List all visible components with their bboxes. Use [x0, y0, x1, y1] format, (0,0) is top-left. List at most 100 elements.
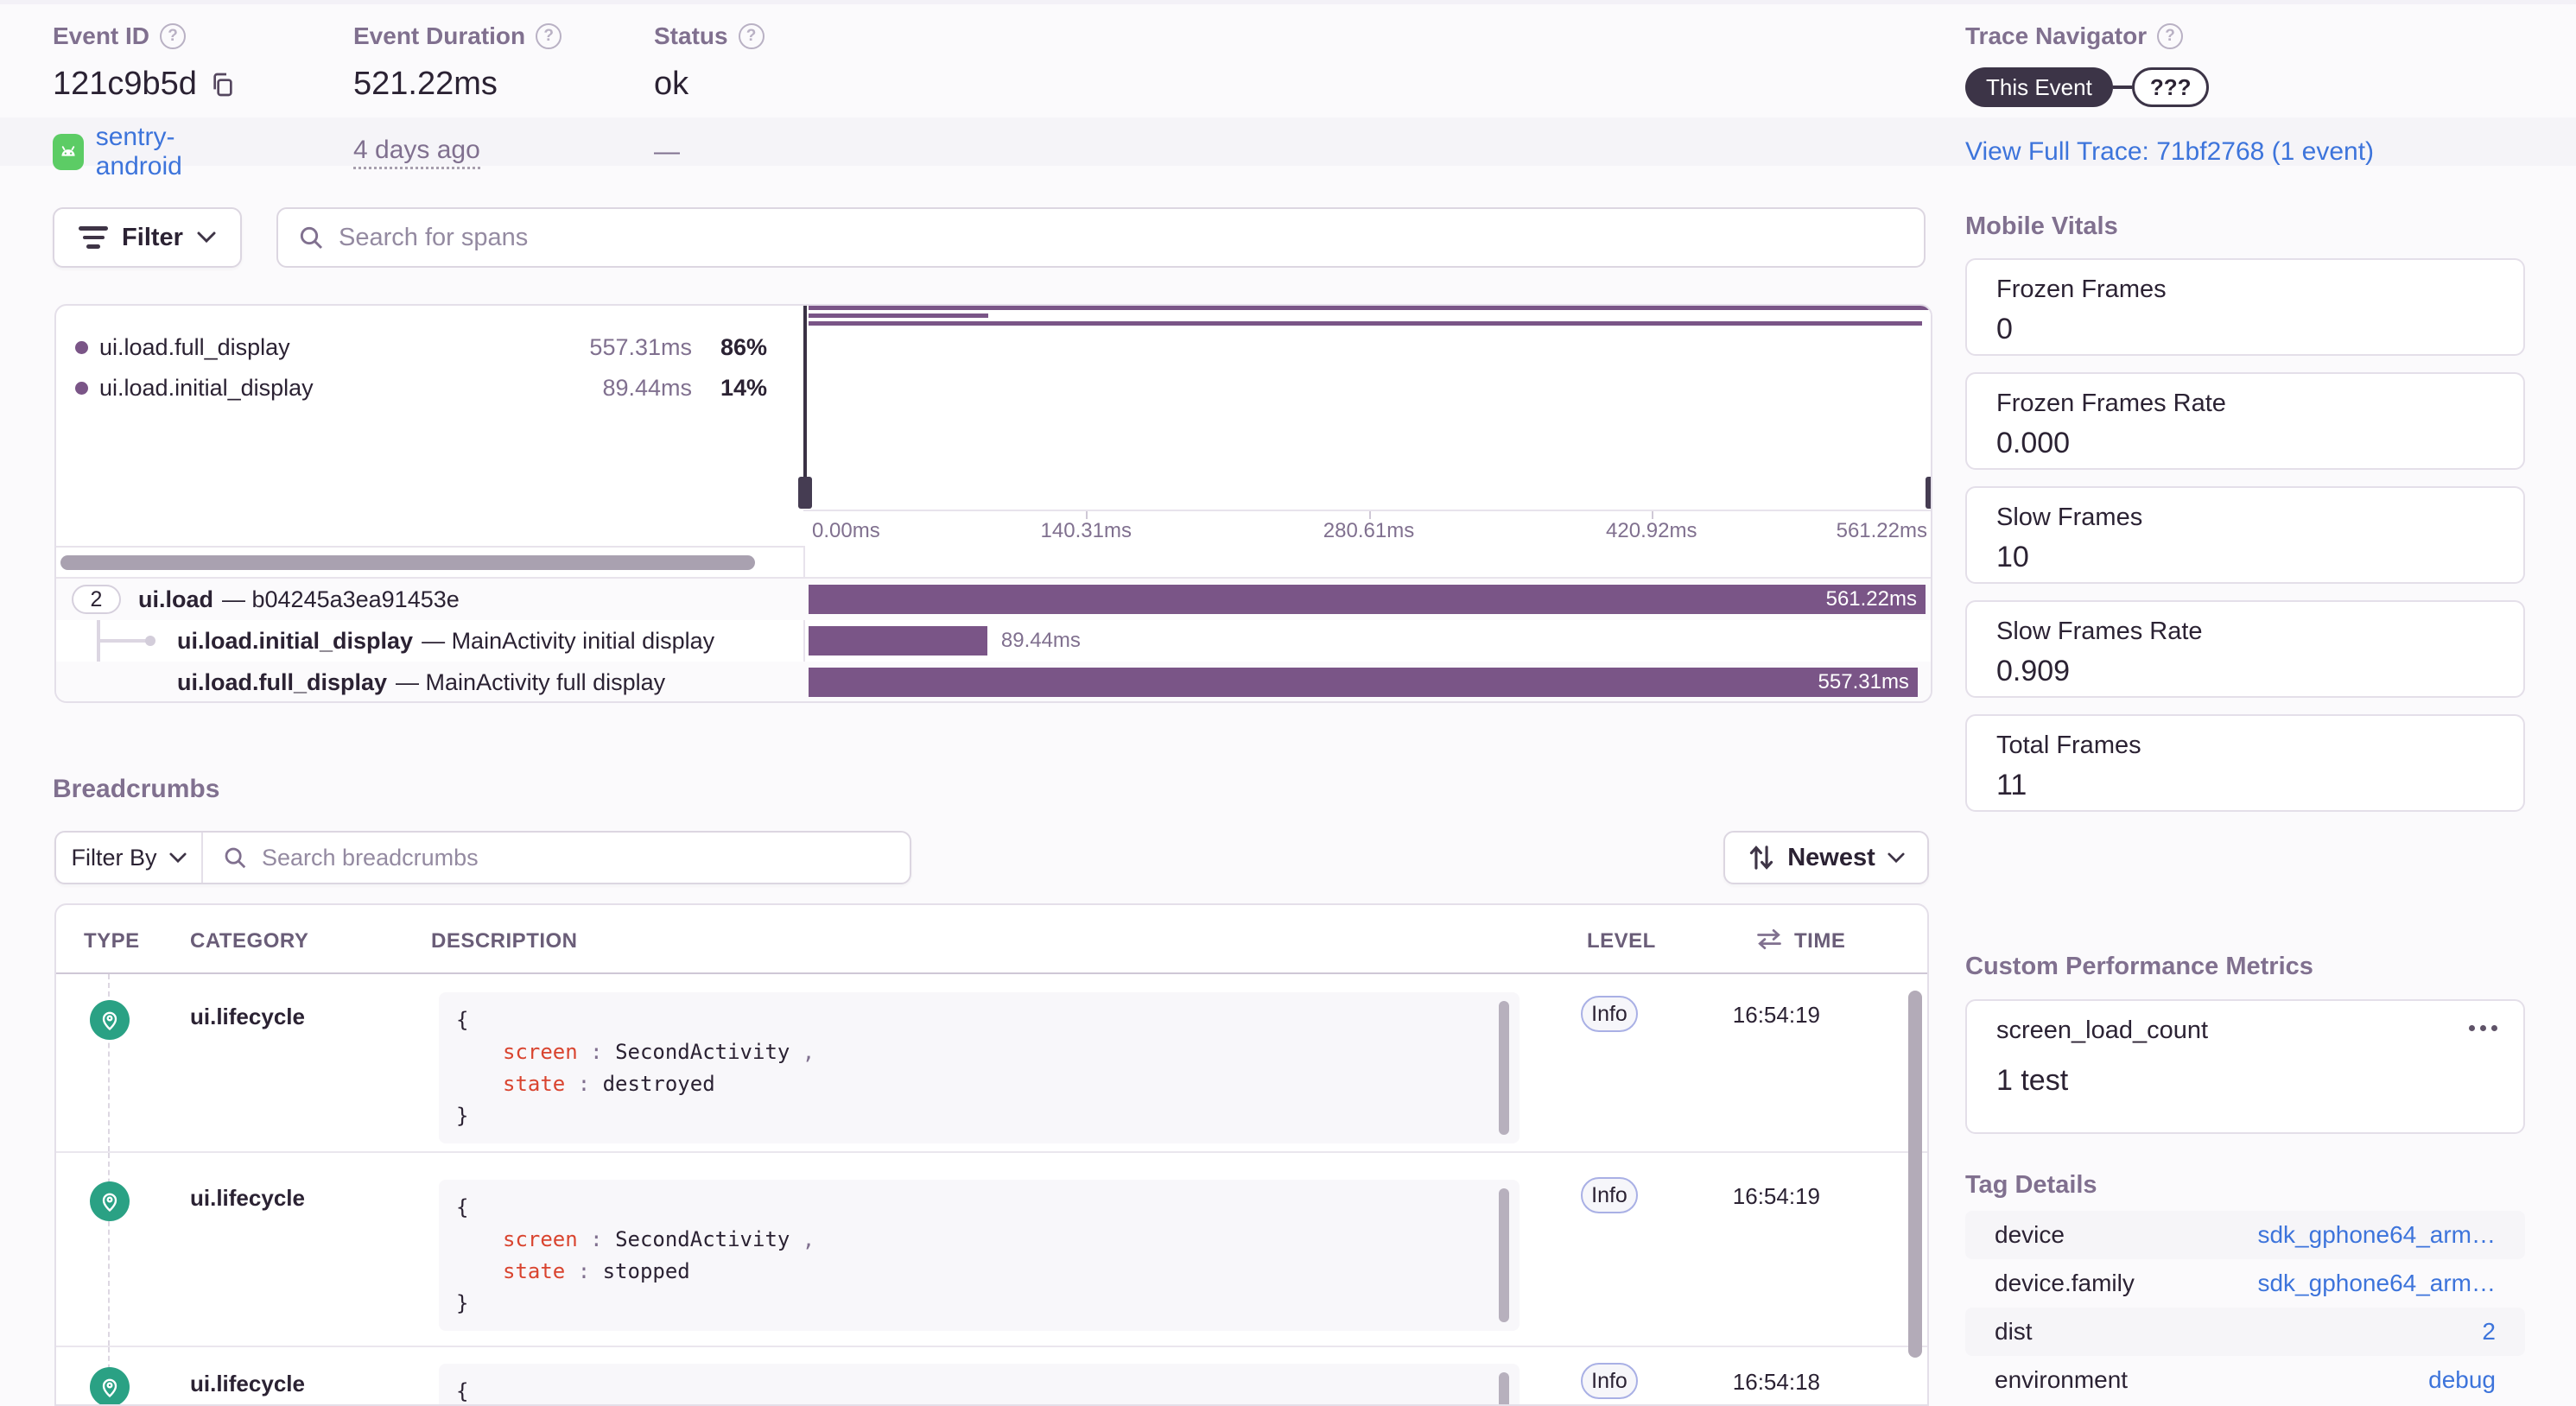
- header-field-event-id: Event ID? 121c9b5d sentry-android: [53, 19, 237, 180]
- time-axis: 0.00ms 140.31ms 280.61ms 420.92ms 561.22…: [803, 510, 1931, 546]
- scrollbar-thumb[interactable]: [60, 555, 755, 570]
- android-icon: [53, 134, 84, 170]
- span-row-full-display[interactable]: ui.load.full_display — MainActivity full …: [56, 662, 1931, 701]
- location-pin-icon: [90, 1000, 130, 1040]
- vital-card-slow-frames-rate: Slow Frames Rate 0.909: [1965, 600, 2525, 698]
- page-top-strip: [0, 0, 2576, 4]
- help-icon[interactable]: ?: [2157, 23, 2184, 49]
- search-icon: [225, 847, 246, 869]
- event-age[interactable]: 4 days ago: [353, 136, 480, 169]
- tag-key: device.family: [1995, 1270, 2135, 1296]
- span-bar-duration: 557.31ms: [1818, 670, 1909, 694]
- project-link[interactable]: sentry-android: [95, 123, 182, 180]
- chevron-down-icon: [1888, 852, 1905, 863]
- span-bar[interactable]: [809, 626, 987, 656]
- status-value: ok: [654, 66, 689, 102]
- breadcrumb-row[interactable]: ui.lifecycle { screen : SecondActivity ,…: [56, 1151, 1927, 1346]
- unknown-trace-pill[interactable]: ???: [2131, 67, 2210, 107]
- span-desc: — b04245a3ea91453e: [222, 586, 460, 612]
- sort-arrows-icon: [1750, 846, 1773, 870]
- help-icon[interactable]: ?: [738, 23, 765, 49]
- tag-value-link[interactable]: 2: [2482, 1318, 2496, 1345]
- tag-row-device: device sdk_gphone64_arm…: [1965, 1211, 2525, 1259]
- swap-arrows-icon[interactable]: [1754, 926, 1784, 952]
- sort-newest-button[interactable]: Newest: [1723, 831, 1929, 884]
- breadcrumb-code[interactable]: {: [439, 1364, 1520, 1404]
- header-field-status: Status? ok —: [654, 19, 765, 166]
- viewport-left-handle[interactable]: [798, 477, 812, 509]
- help-icon[interactable]: ?: [536, 23, 562, 49]
- viewport-right-edge[interactable]: [1931, 306, 1932, 508]
- code-scrollbar[interactable]: [1499, 1188, 1509, 1322]
- tag-value-link[interactable]: sdk_gphone64_arm…: [2257, 1221, 2496, 1248]
- trace-connector: [2112, 86, 2132, 89]
- legend-name: ui.load.full_display: [99, 333, 290, 360]
- header-band: [0, 117, 2576, 166]
- code-scrollbar[interactable]: [1499, 1372, 1509, 1404]
- span-tree: 2 ui.load — b04245a3ea91453e 561.22ms ui.…: [56, 577, 1931, 701]
- tag-value-link[interactable]: sdk_gphone64_arm…: [2257, 1270, 2496, 1296]
- span-minimap[interactable]: [798, 306, 1932, 510]
- metric-value: 1 test: [1996, 1064, 2069, 1097]
- col-category: CATEGORY: [190, 929, 309, 953]
- legend-item[interactable]: ui.load.initial_display 89.44ms 14%: [56, 370, 803, 405]
- tag-value-link[interactable]: debug: [2428, 1366, 2496, 1393]
- viewport-right-handle[interactable]: [1926, 477, 1931, 509]
- level-badge: Info: [1581, 1177, 1638, 1213]
- search-icon: [300, 226, 323, 250]
- ellipsis-menu-icon[interactable]: [2469, 1025, 2497, 1031]
- axis-tick-label: 561.22ms: [1836, 519, 1927, 542]
- tag-row-dist: dist 2: [1965, 1308, 2525, 1356]
- col-type: TYPE: [84, 929, 140, 953]
- timeline-dash: [108, 974, 110, 1151]
- view-full-trace-link[interactable]: View Full Trace: 71bf2768 (1 event): [1965, 137, 2375, 166]
- breadcrumb-code[interactable]: { screen : SecondActivity , state : stop…: [439, 1180, 1520, 1331]
- span-bar[interactable]: 557.31ms: [809, 668, 1918, 697]
- breadcrumbs-table: TYPE CATEGORY DESCRIPTION LEVEL TIME ui.…: [54, 903, 1929, 1406]
- horizontal-scrollbar[interactable]: [56, 546, 803, 577]
- span-children-count[interactable]: 2: [72, 585, 121, 614]
- minimap-bars: [809, 306, 1930, 329]
- breadcrumb-row[interactable]: ui.lifecycle { Info 16:54:18: [56, 1346, 1927, 1404]
- breadcrumb-time: 16:54:18: [1732, 1369, 1820, 1395]
- custom-metrics-title: Custom Performance Metrics: [1965, 953, 2313, 980]
- legend-duration: 89.44ms: [602, 374, 692, 401]
- location-pin-icon: [90, 1367, 130, 1404]
- legend-item[interactable]: ui.load.full_display 557.31ms 86%: [56, 330, 803, 364]
- table-scrollbar[interactable]: [1908, 991, 1922, 1358]
- filter-by-label: Filter By: [71, 844, 157, 871]
- axis-tick-label: 140.31ms: [1040, 519, 1132, 542]
- span-bar[interactable]: 561.22ms: [809, 585, 1926, 614]
- filter-by-dropdown[interactable]: Filter By: [56, 833, 203, 883]
- span-search-input[interactable]: [339, 223, 1905, 252]
- help-icon[interactable]: ?: [160, 23, 187, 49]
- sort-label: Newest: [1787, 843, 1875, 871]
- this-event-pill[interactable]: This Event: [1965, 67, 2113, 107]
- status-sub: —: [654, 137, 680, 166]
- legend-dot-icon: [75, 381, 88, 395]
- col-time[interactable]: TIME: [1794, 929, 1846, 953]
- tree-connector: [97, 639, 147, 643]
- breadcrumb-code[interactable]: { screen : SecondActivity , state : dest…: [439, 992, 1520, 1143]
- breadcrumb-category: ui.lifecycle: [190, 1371, 305, 1396]
- filter-button[interactable]: Filter: [53, 207, 242, 268]
- timeline-dash: [108, 1153, 110, 1346]
- breadcrumb-row[interactable]: ui.lifecycle { screen : SecondActivity ,…: [56, 974, 1927, 1151]
- legend-percent: 86%: [720, 333, 767, 360]
- status-label: Status: [654, 22, 728, 49]
- code-scrollbar[interactable]: [1499, 1001, 1509, 1135]
- copy-icon[interactable]: [209, 71, 237, 98]
- tag-details-title: Tag Details: [1965, 1171, 2097, 1199]
- header-field-duration: Event Duration? 521.22ms 4 days ago: [353, 19, 562, 169]
- metric-name: screen_load_count: [1996, 1016, 2209, 1044]
- viewport-left-edge[interactable]: [803, 306, 807, 508]
- legend-dot-icon: [75, 340, 88, 354]
- trace-navigator-label: Trace Navigator: [1965, 22, 2148, 49]
- span-desc: — MainActivity initial display: [422, 627, 715, 654]
- breadcrumb-search-input[interactable]: [262, 844, 891, 871]
- vital-card-frozen-frames: Frozen Frames 0: [1965, 258, 2525, 356]
- tag-key: dist: [1995, 1318, 2033, 1345]
- span-row-initial-display[interactable]: ui.load.initial_display — MainActivity in…: [56, 620, 1931, 662]
- span-row-ui-load[interactable]: 2 ui.load — b04245a3ea91453e 561.22ms: [56, 579, 1931, 620]
- tag-row-environment: environment debug: [1965, 1356, 2525, 1404]
